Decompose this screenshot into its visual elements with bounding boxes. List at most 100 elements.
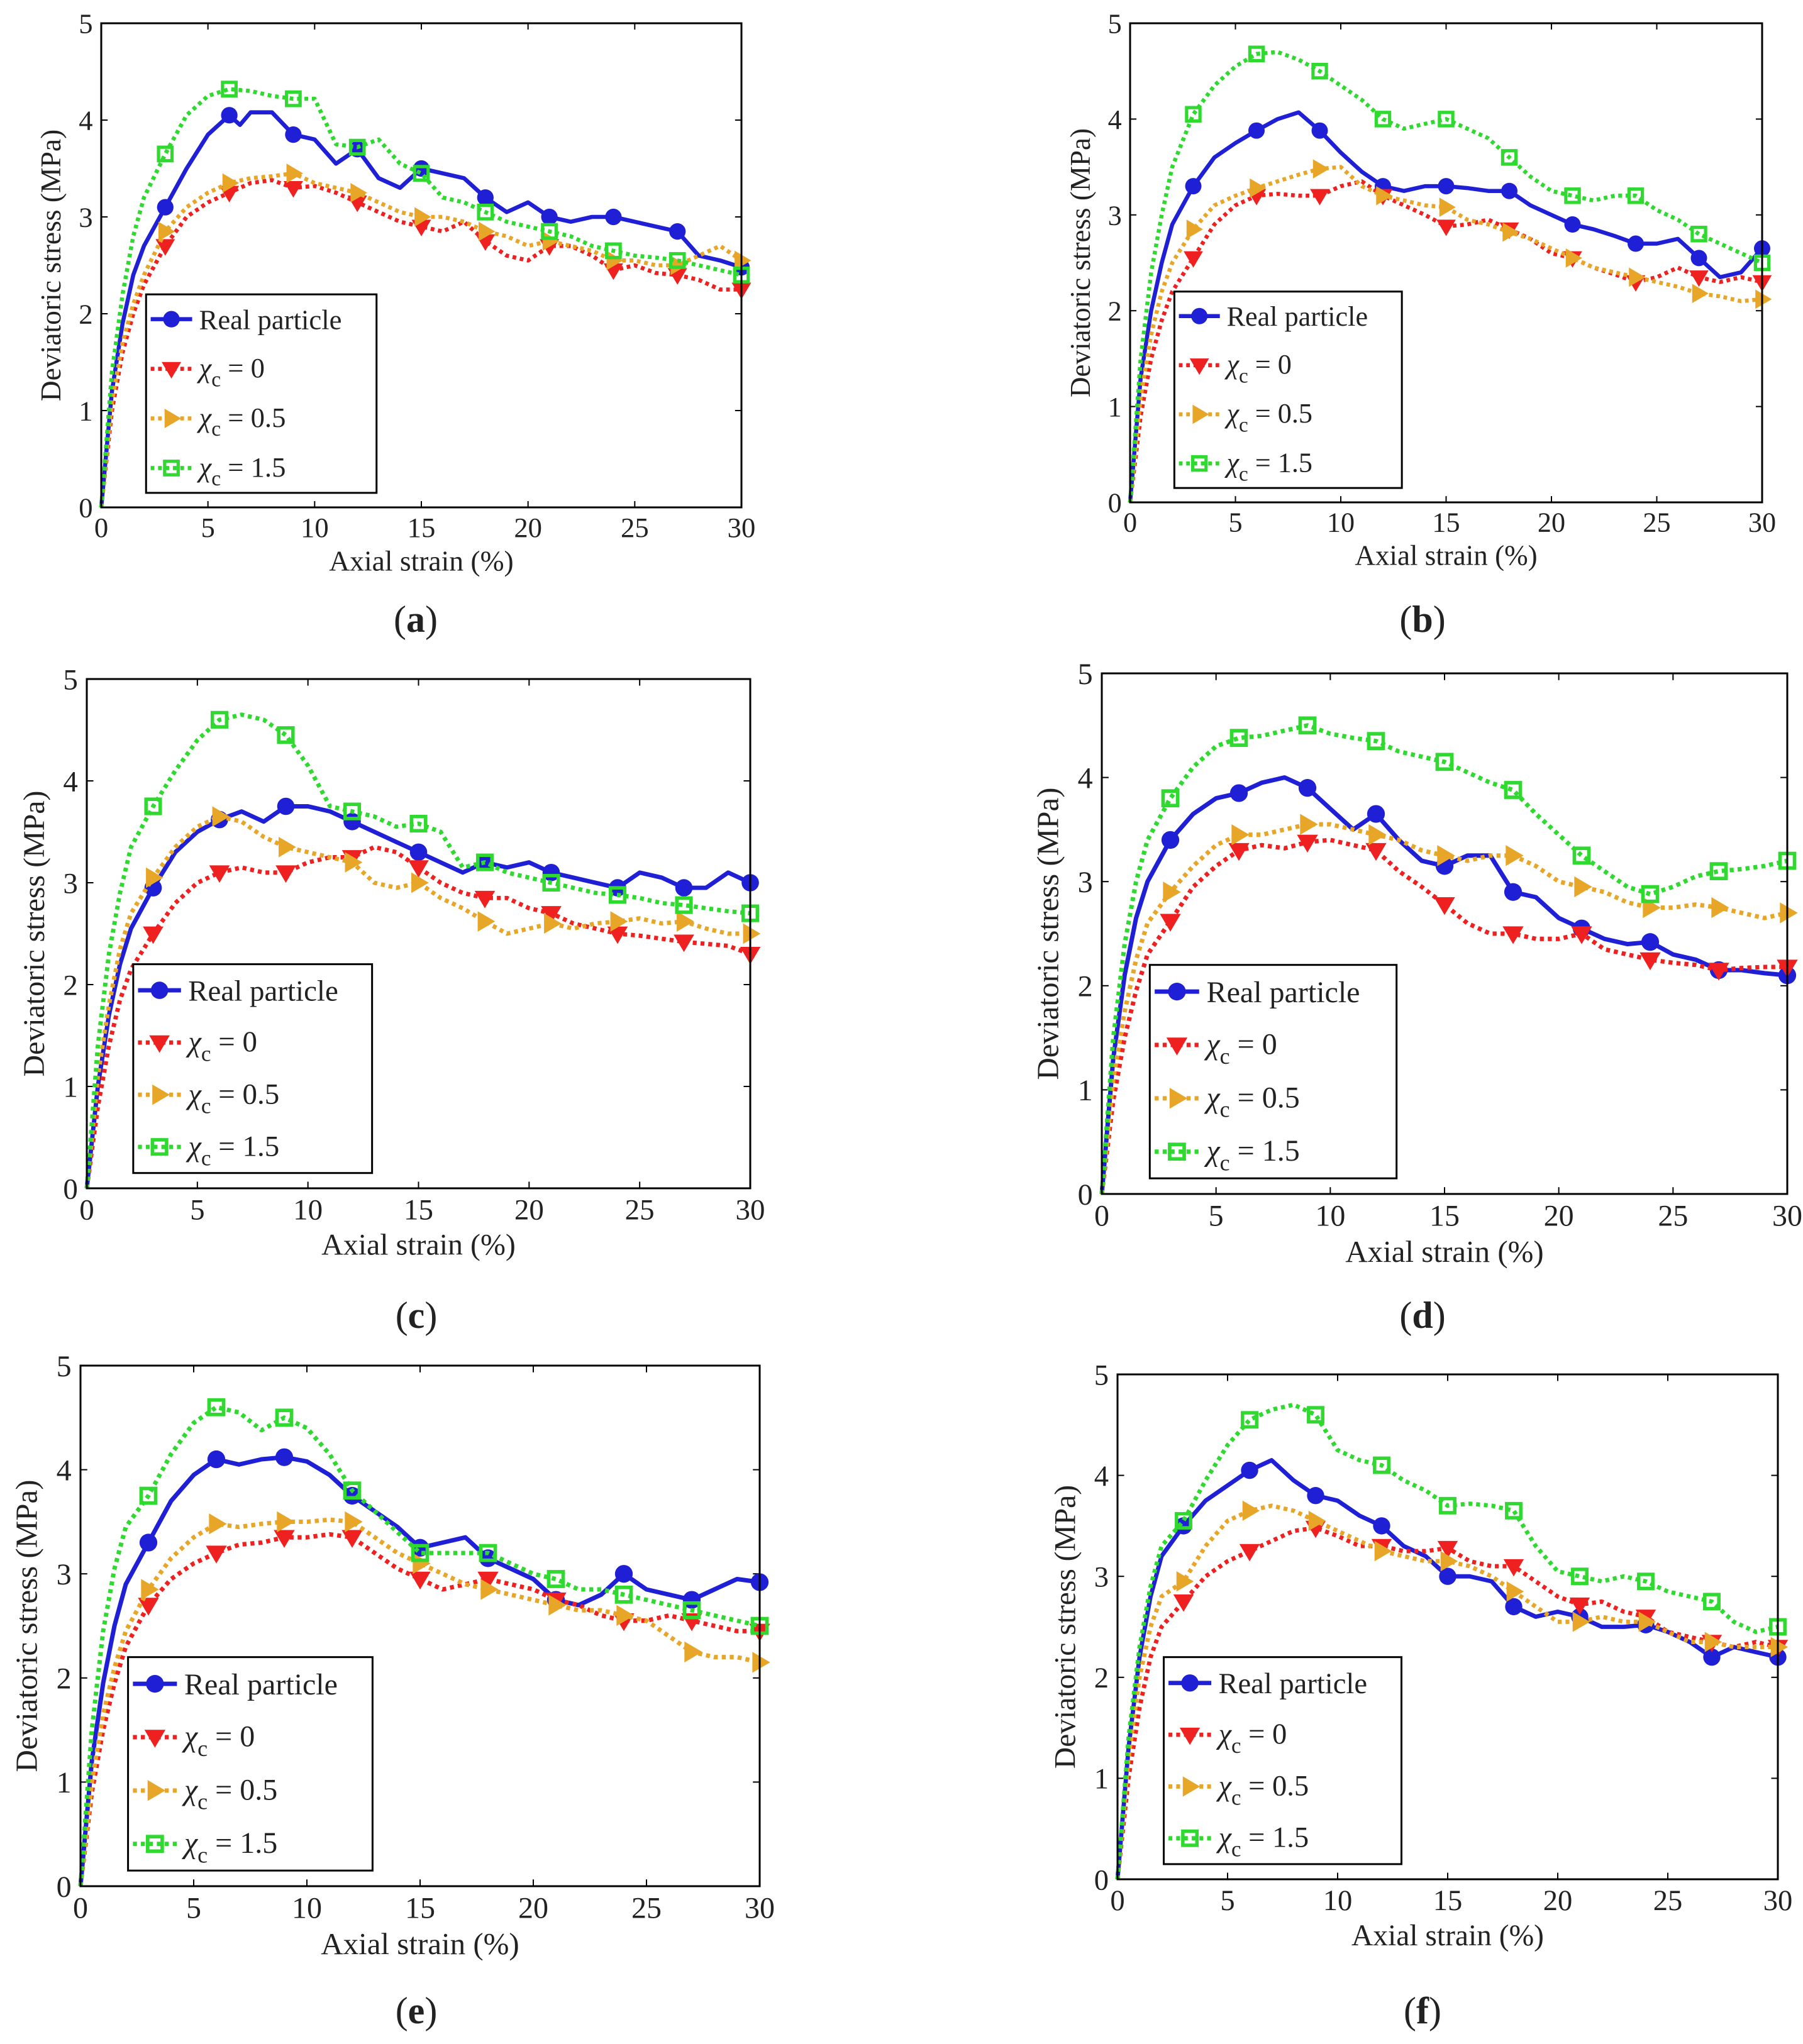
data-point xyxy=(285,90,302,108)
data-point xyxy=(1298,716,1317,735)
legend-item-1: χc = 0 xyxy=(138,1025,257,1066)
y-tick-label: 2 xyxy=(57,1662,72,1696)
data-point xyxy=(274,1530,295,1548)
legend-item-0: Real particle xyxy=(138,975,338,1008)
legend-marker xyxy=(150,981,169,999)
x-tick-label: 20 xyxy=(1538,507,1565,538)
y-tick-label: 5 xyxy=(63,663,77,696)
chart-panel-c: 0 5 10 15 20 25 30 0 1 2 3 4 5 Axial strain (%) Deviat… xyxy=(18,663,765,1336)
series-line xyxy=(1099,723,1788,1195)
data-point xyxy=(1503,1559,1524,1577)
legend-item-0: Real particle xyxy=(1179,301,1368,332)
data-point xyxy=(279,836,296,858)
x-tick-label: 15 xyxy=(1432,507,1460,538)
series-line xyxy=(84,804,752,1189)
data-point xyxy=(212,806,230,827)
data-point xyxy=(139,1533,158,1552)
data-point xyxy=(221,80,238,98)
data-point xyxy=(610,911,628,932)
legend: Real particle χc = 0 χc = 0.5 χc = 1.5 xyxy=(1163,1656,1402,1865)
legend-label: χc = 0.5 xyxy=(186,1078,279,1118)
data-point xyxy=(1572,1611,1590,1632)
data-point xyxy=(343,1481,362,1500)
data-point xyxy=(479,1544,497,1562)
x-tick-label: 0 xyxy=(1110,1885,1124,1917)
data-point xyxy=(1708,963,1729,981)
legend: Real particle χc = 0 χc = 0.5 χc = 1.5 xyxy=(145,293,378,494)
data-point xyxy=(542,873,560,892)
series-2 xyxy=(84,806,761,1189)
data-point xyxy=(614,1585,633,1604)
data-point xyxy=(414,207,431,227)
data-point xyxy=(277,1511,295,1533)
x-axis-label: Axial strain (%) xyxy=(321,1926,519,1961)
data-point xyxy=(286,163,303,184)
data-point xyxy=(1439,197,1456,217)
data-point xyxy=(1689,270,1709,287)
y-tick-label: 0 xyxy=(79,492,92,524)
data-point xyxy=(477,189,494,206)
data-point xyxy=(675,879,693,897)
legend-box xyxy=(1163,1656,1402,1865)
y-tick-label: 1 xyxy=(1078,1074,1093,1107)
legend-label: χc = 0 xyxy=(182,1720,255,1760)
y-tick-label: 0 xyxy=(57,1870,72,1904)
legend-item-0: Real particle xyxy=(133,1668,338,1701)
data-point xyxy=(541,223,558,240)
series-1 xyxy=(1099,834,1798,1195)
legend-marker xyxy=(150,1138,169,1156)
data-point xyxy=(1228,842,1250,861)
data-point xyxy=(138,1598,159,1616)
data-point xyxy=(1780,902,1798,924)
data-point xyxy=(1703,1593,1721,1611)
data-point xyxy=(1571,926,1592,944)
x-axis-label: Axial strain (%) xyxy=(1345,1234,1543,1269)
data-point xyxy=(411,872,429,893)
data-point xyxy=(350,182,367,203)
data-point xyxy=(544,913,562,934)
data-point xyxy=(1641,933,1660,951)
x-tick-label: 0 xyxy=(79,1193,94,1226)
y-tick-label: 5 xyxy=(1078,658,1093,691)
data-point xyxy=(1229,729,1248,748)
series-line xyxy=(1128,110,1764,503)
data-point xyxy=(413,165,430,182)
data-point xyxy=(1307,1406,1324,1424)
data-point xyxy=(546,1570,565,1588)
legend-label: χc = 1.5 xyxy=(197,451,286,490)
data-point xyxy=(1569,1597,1590,1615)
x-tick-label: 5 xyxy=(186,1891,201,1925)
x-tick-label: 0 xyxy=(94,512,108,543)
legend-marker xyxy=(1181,1829,1199,1847)
y-axis-label: Deviatoric stress (MPa) xyxy=(1049,1485,1082,1769)
data-point xyxy=(1173,1594,1194,1612)
y-tick-label: 3 xyxy=(1108,200,1122,231)
x-tick-label: 10 xyxy=(292,1891,322,1925)
data-point xyxy=(480,1579,499,1600)
data-point xyxy=(206,1545,227,1564)
y-tick-label: 4 xyxy=(63,765,77,798)
data-point xyxy=(285,126,302,143)
data-point xyxy=(1564,187,1581,204)
data-point xyxy=(614,1565,633,1583)
legend-marker xyxy=(1192,404,1209,424)
data-point xyxy=(1231,824,1250,846)
series-3 xyxy=(1128,45,1771,503)
data-point xyxy=(1161,831,1180,849)
x-tick-label: 20 xyxy=(514,1193,544,1226)
legend-item-1: χc = 0 xyxy=(150,352,265,391)
legend-marker xyxy=(149,1035,170,1053)
data-point xyxy=(1310,189,1329,206)
y-tick-label: 3 xyxy=(57,1558,72,1591)
data-point xyxy=(1439,1496,1456,1515)
plot-frame xyxy=(100,22,743,509)
series-2 xyxy=(99,163,752,508)
data-point xyxy=(743,923,761,944)
data-point xyxy=(1374,1540,1392,1562)
x-tick-label: 0 xyxy=(73,1891,88,1925)
y-tick-label: 4 xyxy=(1078,761,1093,795)
data-point xyxy=(475,853,494,871)
y-tick-label: 3 xyxy=(63,867,77,900)
data-point xyxy=(1229,784,1248,802)
legend-label: χc = 0 xyxy=(197,352,265,391)
